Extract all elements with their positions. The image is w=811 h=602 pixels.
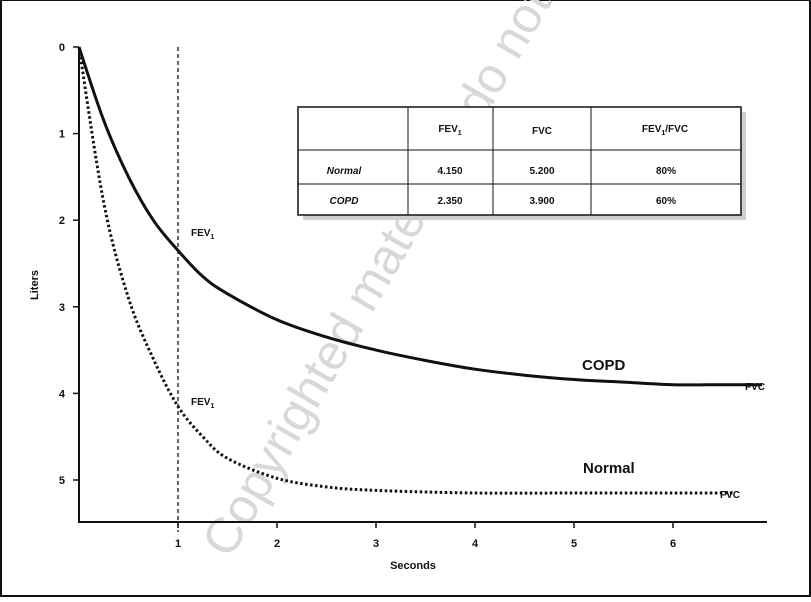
x-tick-label: 2	[274, 538, 280, 550]
series-label-normal: Normal	[583, 460, 635, 477]
table-row-label-normal: Normal	[327, 166, 362, 177]
series-copd-line	[77, 46, 763, 387]
x-tick-label: 4	[472, 538, 479, 550]
x-axis-ticks: 1 2 3 4 5 6	[175, 522, 676, 550]
series-label-copd: COPD	[582, 357, 626, 374]
watermark-text: Copyrighted material - do not alter	[191, 0, 617, 565]
table-cell: 4.150	[437, 166, 462, 177]
y-tick-label: 5	[59, 475, 65, 487]
table-cell: 3.900	[529, 196, 554, 207]
fev1-label-normal: FEV1	[191, 397, 214, 410]
x-tick-label: 3	[373, 538, 379, 550]
x-axis-title: Seconds	[390, 560, 436, 572]
results-table: FEV1 FVC FEV1/FVC Normal 4.150 5.200 80%…	[297, 106, 746, 220]
y-tick-label: 4	[59, 388, 66, 400]
table-body	[297, 106, 742, 216]
x-tick-label: 1	[175, 538, 181, 550]
y-tick-label: 1	[59, 129, 65, 141]
x-tick-label: 6	[670, 538, 676, 550]
y-tick-label: 2	[59, 215, 65, 227]
table-row-label-copd: COPD	[330, 196, 359, 207]
table-cell: 80%	[656, 166, 676, 177]
x-tick-label: 5	[571, 538, 577, 550]
series-normal-line	[77, 46, 733, 495]
y-tick-label: 3	[59, 302, 65, 314]
table-header-ratio: FEV1/FVC	[642, 124, 688, 137]
y-tick-label: 0	[59, 42, 65, 54]
fev1-label-copd: FEV1	[191, 228, 214, 241]
table-cell: 5.200	[529, 166, 554, 177]
fvc-label-normal: FVC	[720, 490, 740, 501]
fvc-label-copd: FVC	[745, 382, 765, 393]
table-cell: 60%	[656, 196, 676, 207]
table-header-fev1: FEV1	[438, 124, 461, 137]
table-header-fvc: FVC	[532, 126, 552, 137]
axes	[78, 47, 767, 523]
y-axis-title: Liters	[29, 270, 41, 300]
y-axis-ticks: 0 1 2 3 4 5	[59, 42, 79, 487]
table-cell: 2.350	[437, 196, 462, 207]
